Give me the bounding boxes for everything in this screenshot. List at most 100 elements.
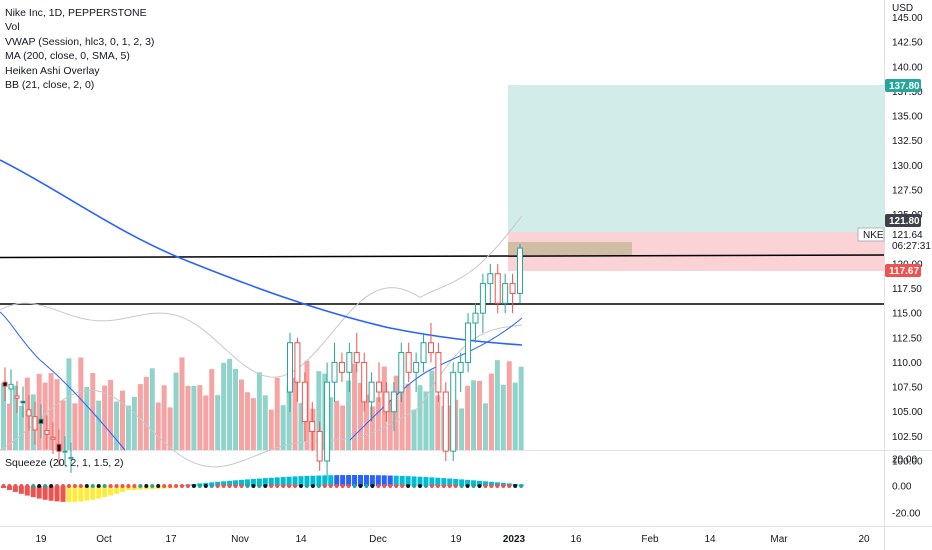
vwap-line[interactable] [0,311,126,451]
time-axis[interactable]: 19 Oct 17 Nov 14 Dec 19 2023 16 Feb 14 Mar 20 [35,534,870,545]
squeeze-dot [227,484,232,488]
candle[interactable] [435,342,442,402]
volume-bar [411,409,417,450]
volume-bar [185,385,191,450]
squeeze-bar [262,478,268,486]
volume-bar [459,408,465,450]
candle[interactable] [14,381,20,414]
volume-bar [262,395,268,450]
candle[interactable] [457,352,464,393]
candle[interactable] [301,372,308,442]
squeeze-bar [459,479,465,486]
volume-bar [405,383,411,450]
volume-bar [1,383,6,450]
indicator-legend[interactable]: Nike Inc, 1D, PEPPERSTONE Vol VWAP (Sess… [5,6,154,92]
entry-box[interactable] [508,242,632,255]
candle[interactable] [494,263,501,314]
volume-bar [358,382,363,450]
squeeze-dot [346,484,351,488]
volume-bar [215,395,221,450]
candle[interactable] [44,415,50,450]
squeeze-dot [72,484,77,488]
candle[interactable] [2,367,8,401]
candle[interactable] [26,394,32,431]
candle[interactable] [413,352,420,393]
candle[interactable] [479,273,486,333]
legend-bb[interactable]: BB (21, close, 2, 0) [5,79,95,92]
squeeze-bar [411,476,417,486]
volume-bar [482,403,488,450]
candle[interactable] [353,332,360,373]
candle[interactable] [390,382,397,432]
squeeze-dot [328,484,333,488]
candle[interactable] [472,303,479,343]
candle[interactable] [487,263,494,304]
squeeze-bar [227,480,233,486]
candle[interactable] [331,342,338,402]
squeeze-dot [358,484,363,488]
squeeze-dot [233,484,238,488]
price-tick: 110.00 [892,358,922,369]
legend-heiken-ashi[interactable]: Heiken Ashi Overlay [5,64,100,77]
candle[interactable] [56,429,62,467]
candle[interactable] [450,362,457,461]
candles[interactable] [2,244,523,481]
candle[interactable] [405,342,412,383]
candle[interactable] [346,342,353,393]
candle[interactable] [324,362,331,481]
candle[interactable] [68,442,74,473]
squeeze-dot [251,484,256,488]
candle[interactable] [427,323,434,363]
candle[interactable] [338,352,345,383]
squeeze-bar [24,486,30,496]
squeeze-bar [328,475,334,486]
squeeze-legend[interactable]: Squeeze (20, 2, 1, 1.5, 2) [5,457,124,469]
resistance-line[interactable] [0,254,885,259]
candle[interactable] [32,401,38,445]
candle[interactable] [361,352,368,412]
candle[interactable] [368,372,375,422]
legend-vol[interactable]: Vol [5,21,20,34]
candle[interactable] [38,404,44,439]
candle[interactable] [50,422,56,455]
candle[interactable] [398,342,405,402]
candle[interactable] [316,421,323,471]
vwap-line-2[interactable] [349,317,523,441]
squeeze-bar [292,476,298,486]
legend-ma[interactable]: MA (200, close, 0, SMA, 5) [5,50,130,63]
legend-vwap[interactable]: VWAP (Session, hlc3, 0, 1, 2, 3) [5,35,155,48]
candle[interactable] [420,332,427,373]
candle[interactable] [309,401,316,452]
candle[interactable] [20,386,26,418]
time-tick: 14 [295,534,307,545]
ma200-line[interactable] [0,159,523,346]
price-tick: 137.50 [892,87,923,98]
candle[interactable] [442,382,449,461]
squeeze-bar [471,480,477,486]
squeeze-bar [417,476,423,486]
profit-zone[interactable] [508,85,884,232]
candle[interactable] [62,436,68,466]
volume-bar [227,359,233,450]
squeeze-dot [483,484,488,488]
candle[interactable] [383,382,390,422]
squeeze-axis[interactable]: 20.00 0.00 -20.00 [892,455,921,520]
squeeze-dot [78,484,83,488]
candle[interactable] [517,244,523,304]
candle[interactable] [8,369,14,404]
candle[interactable] [294,337,301,402]
candle[interactable] [502,273,509,314]
squeeze-bar [375,475,381,486]
volume-bar [471,380,477,450]
candle[interactable] [509,273,516,314]
candle[interactable] [287,332,293,412]
squeeze-bar [54,486,60,502]
squeeze-dot [96,484,101,488]
symbol-title[interactable]: Nike Inc, 1D, PEPPERSTONE [5,7,147,19]
candle[interactable] [465,313,472,373]
candle[interactable] [376,362,383,402]
volume-bar [280,405,286,450]
price-tick: 135.00 [892,112,923,123]
squeeze-dot [299,484,303,488]
